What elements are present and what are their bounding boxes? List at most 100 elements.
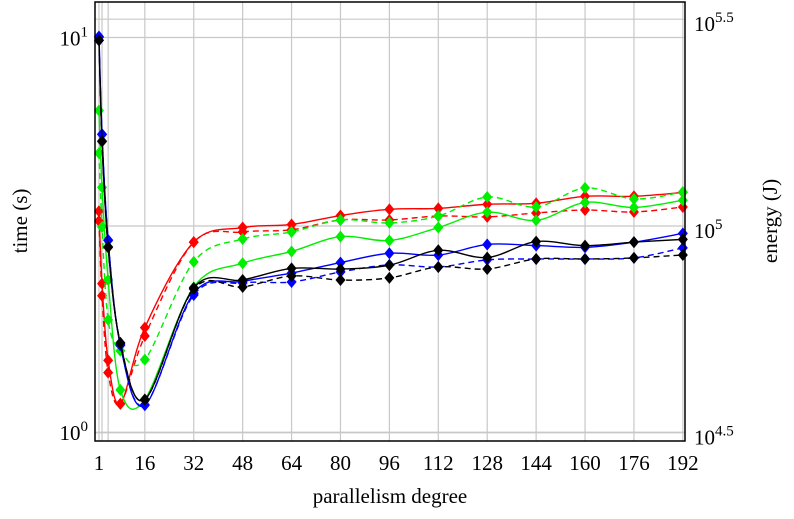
data-point-marker [103,354,114,367]
data-point-marker [286,245,297,258]
data-point-marker [482,251,493,264]
data-point-marker [335,230,346,243]
data-point-marker [628,201,639,214]
x-tick-label: 64 [281,451,303,475]
data-point-marker [384,259,395,272]
data-point-marker [384,247,395,260]
data-point-marker [335,263,346,276]
y-left-tick-label: 100 [60,419,89,445]
y-right-tick-label: 105 [694,217,723,243]
data-point-marker [580,181,591,194]
x-tick-label: 32 [183,451,204,475]
x-tick-labels: 1 16 32 48 64 80 96 112 128 144 160 176 192 [94,451,699,475]
x-tick-label: 16 [134,451,155,475]
series-1-dashed [93,201,688,410]
data-point-marker [103,313,114,326]
y-left-axis-label: time (s) [8,189,32,254]
data-point-marker [335,274,346,287]
data-point-marker [580,203,591,216]
x-tick-label: 1 [94,451,105,475]
data-point-marker [531,235,542,248]
data-point-marker [286,225,297,238]
grid [95,2,685,441]
data-point-marker [237,225,248,238]
data-point-marker [628,192,639,205]
data-point-marker [97,221,108,234]
data-point-marker [384,216,395,229]
x-tick-label: 112 [423,451,454,475]
x-tick-label: 144 [520,451,552,475]
data-point-marker [384,203,395,216]
data-point-marker [286,269,297,282]
y-left-tick-labels: 100 101 [60,24,89,445]
data-point-marker [335,256,346,269]
data-point-marker [188,236,199,249]
x-axis-label: parallelism degree [313,484,468,508]
data-point-marker [482,198,493,211]
y-right-axis-label: energy (J) [758,179,782,263]
series-line [98,206,683,406]
data-point-marker [580,239,591,252]
series-group [93,30,688,412]
data-point-marker [433,244,444,257]
x-tick-label: 80 [330,451,351,475]
data-point-marker [188,255,199,268]
data-point-marker [115,336,126,349]
data-point-marker [433,221,444,234]
plot-frame [94,1,686,442]
x-tick-label: 48 [232,451,253,475]
data-point-marker [93,34,104,47]
data-point-marker [433,210,444,223]
data-point-marker [188,282,199,295]
data-point-marker [237,280,248,293]
data-point-marker [115,383,126,396]
data-point-marker [482,262,493,275]
data-point-marker [580,196,591,209]
data-point-marker [677,248,688,261]
x-tick-label: 176 [618,451,650,475]
data-point-marker [139,321,150,334]
data-point-marker [115,397,126,410]
y-right-tick-label: 104.5 [694,424,734,450]
data-point-marker [97,135,108,148]
y-right-tick-labels: 104.5 105 105.5 [694,10,734,450]
data-point-marker [433,202,444,215]
y-right-tick-label: 105.5 [694,10,734,36]
x-tick-label: 128 [471,451,503,475]
data-point-marker [433,260,444,273]
series-line [98,37,684,407]
data-point-marker [580,252,591,265]
data-point-marker [677,233,688,246]
x-tick-label: 96 [379,451,400,475]
data-point-marker [531,214,542,227]
data-point-marker [384,234,395,247]
data-point-marker [384,271,395,284]
data-point-marker [139,393,150,406]
data-point-marker [139,353,150,366]
data-point-marker [580,190,591,203]
data-point-marker [286,275,297,288]
data-point-marker [237,274,248,287]
series-line [98,110,683,410]
data-point-marker [531,252,542,265]
data-point-marker [93,147,104,160]
x-tick-label: 192 [667,451,699,475]
x-tick-label: 160 [569,451,601,475]
data-point-marker [677,186,688,199]
series-3-dashed [93,147,688,367]
data-point-marker [286,262,297,275]
data-point-marker [237,232,248,245]
data-point-marker [237,257,248,270]
data-point-marker [335,213,346,226]
data-point-marker [482,238,493,251]
data-point-marker [628,236,639,249]
data-point-marker [97,289,108,302]
data-point-marker [139,329,150,342]
data-point-marker [531,201,542,214]
data-point-marker [482,191,493,204]
series-7-dashed [93,34,688,406]
data-point-marker [103,366,114,379]
data-point-marker [628,251,639,264]
data-point-marker [482,206,493,219]
